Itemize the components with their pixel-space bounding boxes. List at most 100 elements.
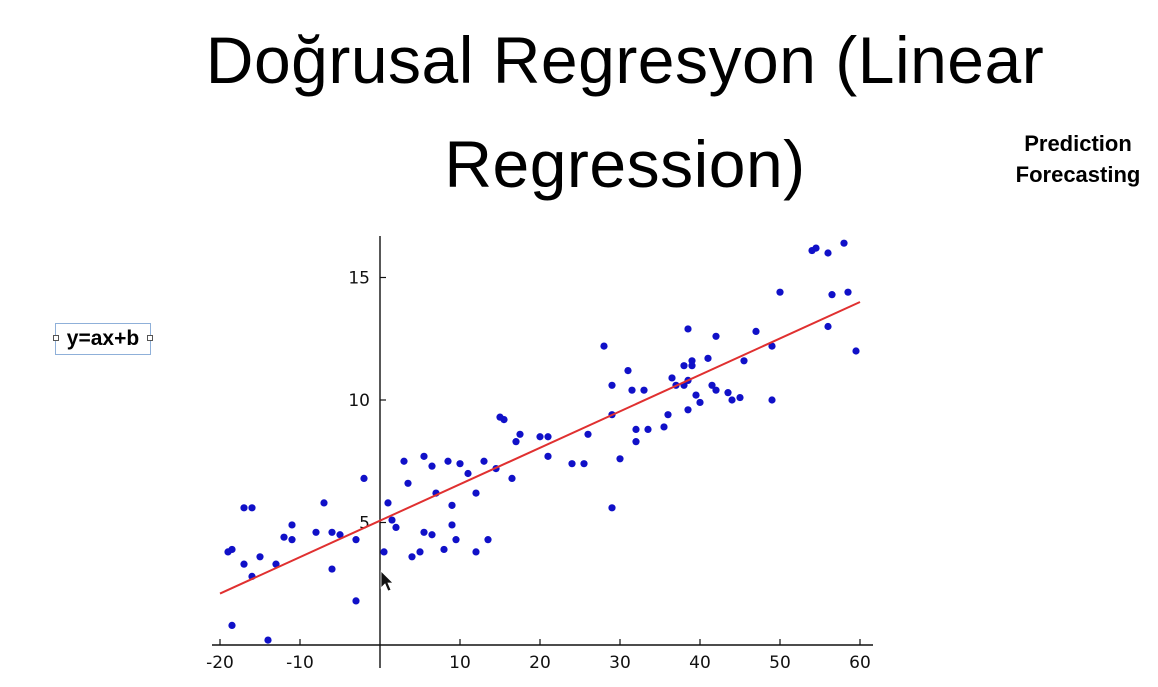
data-point [464, 469, 472, 478]
data-points [224, 239, 860, 644]
data-point [696, 398, 704, 407]
data-point [408, 553, 416, 561]
data-point [508, 474, 516, 482]
data-point [632, 425, 640, 433]
slide-title: Doğrusal Regresyon (Linear Regression) [120, 8, 1130, 216]
data-point [256, 553, 264, 561]
data-point [448, 521, 456, 529]
data-point [692, 391, 700, 399]
data-point [824, 322, 832, 331]
y-tick-label: 15 [348, 269, 370, 289]
axes [212, 236, 873, 668]
title-line-2: Regression) [444, 127, 806, 201]
data-point [400, 457, 408, 465]
data-point [684, 406, 692, 414]
equation-textbox[interactable]: y=ax+b [53, 323, 153, 355]
data-point [428, 462, 436, 470]
data-point [420, 452, 428, 460]
data-point [512, 438, 520, 446]
data-point [472, 548, 480, 556]
data-point [248, 504, 256, 512]
data-point [712, 386, 720, 394]
data-point [328, 528, 336, 536]
data-point [768, 396, 776, 404]
data-point [380, 548, 388, 556]
data-point [352, 597, 360, 605]
data-point [336, 531, 344, 539]
data-point [240, 504, 248, 512]
data-point [600, 342, 608, 350]
data-point [240, 560, 248, 568]
data-point [644, 425, 652, 433]
data-point [684, 325, 692, 333]
data-point [840, 239, 848, 247]
data-point [616, 455, 624, 463]
x-tick-label: -20 [206, 653, 234, 673]
mouse-cursor-icon [380, 570, 394, 592]
data-point [448, 501, 456, 509]
data-point [484, 536, 492, 544]
data-point [688, 362, 696, 370]
data-point [352, 536, 360, 544]
data-point [228, 621, 236, 630]
data-point [724, 389, 732, 397]
data-point [776, 288, 784, 296]
data-point [392, 523, 400, 532]
x-tick-label: 60 [849, 653, 871, 673]
x-tick-label: 40 [689, 653, 711, 673]
data-point [288, 536, 296, 544]
data-point [500, 416, 508, 424]
data-point [708, 381, 716, 389]
data-point [320, 499, 328, 507]
data-point [428, 531, 436, 539]
y-tick-label: 5 [359, 514, 370, 534]
data-point [660, 423, 668, 431]
side-note-prediction: Prediction [1024, 131, 1132, 156]
data-point [664, 411, 672, 419]
side-note: Prediction Forecasting [998, 128, 1158, 190]
data-point [452, 536, 460, 544]
data-point [768, 342, 776, 350]
data-point [288, 521, 296, 529]
data-point [740, 357, 748, 365]
equation-label: y=ax+b [66, 327, 140, 350]
data-point [272, 560, 280, 568]
data-point [440, 545, 448, 554]
data-point [420, 528, 428, 536]
data-point [480, 457, 488, 465]
data-point [404, 479, 412, 487]
resize-handle-left[interactable] [53, 335, 59, 341]
data-point [712, 332, 720, 340]
x-tick-label: 20 [529, 653, 551, 673]
data-point [416, 548, 424, 556]
data-point [584, 430, 592, 438]
data-point [544, 433, 552, 441]
data-point [728, 396, 736, 404]
data-point [624, 367, 632, 375]
data-point [608, 504, 616, 512]
data-point [628, 386, 636, 394]
side-note-forecasting: Forecasting [1015, 162, 1141, 187]
data-point [472, 489, 480, 497]
data-point [456, 460, 464, 468]
x-tick-label: 10 [449, 653, 471, 673]
data-point [384, 499, 392, 507]
data-point [312, 528, 320, 536]
data-point [388, 516, 396, 524]
data-point [632, 438, 640, 446]
data-point [640, 386, 648, 394]
data-point [736, 393, 744, 402]
data-point [680, 362, 688, 370]
data-point [228, 545, 236, 554]
data-point [844, 288, 852, 296]
data-point [516, 430, 524, 438]
data-point [280, 533, 288, 541]
data-point [580, 460, 588, 468]
x-tick-label: 50 [769, 653, 791, 673]
data-point [812, 244, 820, 252]
data-point [608, 381, 616, 389]
regression-line [219, 301, 861, 595]
data-point [264, 636, 272, 644]
resize-handle-right[interactable] [147, 335, 153, 341]
data-point [328, 565, 336, 573]
